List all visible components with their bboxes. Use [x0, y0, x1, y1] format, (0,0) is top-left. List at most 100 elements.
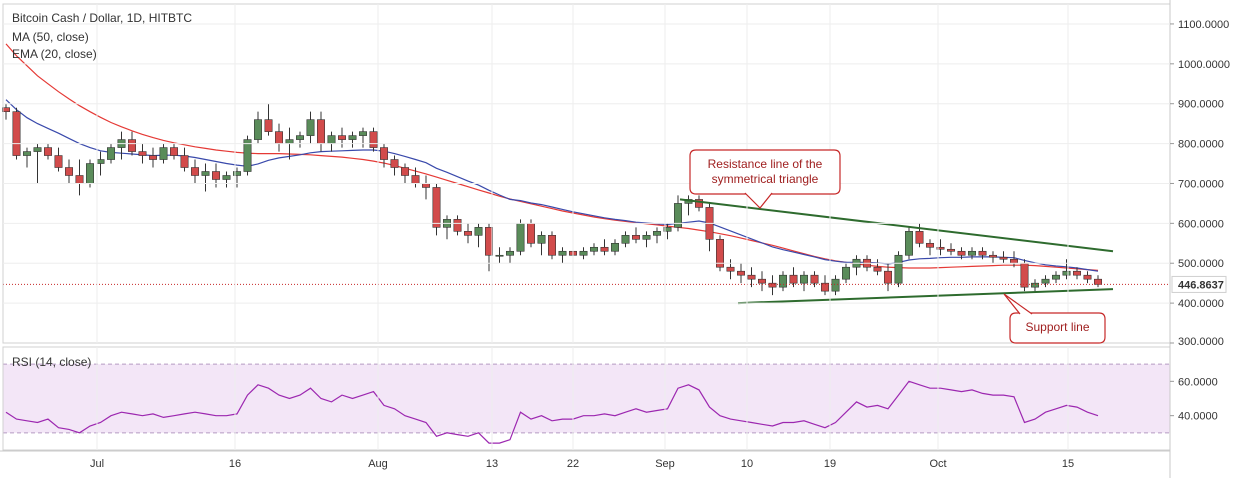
- candle-body[interactable]: [180, 155, 189, 168]
- candle-body[interactable]: [128, 139, 136, 152]
- candle-body[interactable]: [327, 135, 336, 144]
- candle-body[interactable]: [1010, 258, 1018, 264]
- candle-body[interactable]: [432, 187, 441, 228]
- candle-body[interactable]: [306, 119, 315, 136]
- candle-body[interactable]: [642, 235, 651, 240]
- candle-body[interactable]: [590, 246, 598, 252]
- candle-body[interactable]: [558, 250, 567, 256]
- candle-body[interactable]: [926, 242, 934, 248]
- candle-body[interactable]: [957, 250, 966, 256]
- candle-body[interactable]: [768, 282, 777, 288]
- candle-body[interactable]: [1073, 270, 1081, 276]
- candle-body[interactable]: [800, 274, 808, 284]
- candle-body[interactable]: [779, 274, 787, 288]
- candle-body[interactable]: [401, 167, 409, 176]
- candle-body[interactable]: [548, 235, 556, 256]
- candle-body[interactable]: [821, 282, 829, 292]
- candle-body[interactable]: [33, 147, 42, 152]
- candle-body[interactable]: [75, 175, 84, 184]
- candle-body[interactable]: [789, 274, 798, 284]
- candle-body[interactable]: [12, 111, 21, 156]
- candle-body[interactable]: [905, 231, 913, 256]
- candle-body[interactable]: [632, 235, 640, 240]
- candle-body[interactable]: [96, 159, 105, 164]
- candle-body[interactable]: [579, 250, 588, 256]
- candle-body[interactable]: [936, 246, 945, 250]
- candle-body[interactable]: [842, 266, 850, 280]
- candle-body[interactable]: [369, 131, 378, 148]
- candle-body[interactable]: [1094, 278, 1102, 285]
- candle-body[interactable]: [527, 223, 535, 244]
- candle-body[interactable]: [1031, 282, 1039, 288]
- candle-body[interactable]: [485, 227, 493, 256]
- candle-body[interactable]: [947, 248, 955, 252]
- candle-body[interactable]: [758, 278, 766, 284]
- candle-body[interactable]: [285, 139, 294, 144]
- candle-body[interactable]: [894, 254, 903, 284]
- candle-body[interactable]: [999, 256, 1008, 260]
- candle-body[interactable]: [453, 219, 462, 232]
- candle-body[interactable]: [726, 266, 735, 272]
- candle-body[interactable]: [611, 242, 619, 252]
- candle-body[interactable]: [275, 131, 283, 144]
- candle-body[interactable]: [138, 151, 147, 156]
- candle-body[interactable]: [149, 155, 157, 160]
- candle-body[interactable]: [506, 250, 514, 256]
- candle-body[interactable]: [915, 231, 924, 244]
- candle-body[interactable]: [212, 171, 220, 180]
- candle-body[interactable]: [663, 227, 672, 232]
- candle-body[interactable]: [243, 139, 252, 172]
- candle-body[interactable]: [968, 250, 976, 256]
- candle-body[interactable]: [695, 199, 703, 208]
- candle-body[interactable]: [359, 131, 367, 136]
- candle-body[interactable]: [1041, 278, 1050, 284]
- candle-body[interactable]: [411, 175, 420, 184]
- candle-body[interactable]: [44, 147, 52, 156]
- candle-body[interactable]: [1020, 262, 1029, 288]
- candle-body[interactable]: [107, 147, 115, 160]
- candle-body[interactable]: [338, 135, 346, 140]
- candle-body[interactable]: [1083, 274, 1092, 280]
- candle-body[interactable]: [2, 107, 10, 112]
- candle-body[interactable]: [86, 163, 94, 184]
- candle-body[interactable]: [810, 274, 819, 284]
- candle-body[interactable]: [474, 227, 483, 236]
- candle-body[interactable]: [831, 278, 840, 292]
- candle-body[interactable]: [1062, 270, 1071, 276]
- candle-body[interactable]: [264, 119, 273, 132]
- candle-body[interactable]: [600, 246, 609, 252]
- candle-body[interactable]: [233, 171, 241, 176]
- candle-body[interactable]: [884, 270, 892, 284]
- candle-body[interactable]: [317, 119, 325, 144]
- candle-body[interactable]: [296, 135, 304, 140]
- candle-body[interactable]: [653, 231, 661, 236]
- candle-body[interactable]: [978, 250, 987, 256]
- candle-body[interactable]: [65, 167, 73, 176]
- candle-body[interactable]: [201, 171, 210, 176]
- candle-body[interactable]: [989, 254, 997, 258]
- candle-body[interactable]: [464, 231, 472, 236]
- candle-body[interactable]: [716, 239, 724, 268]
- candle-body[interactable]: [254, 119, 262, 140]
- candle-body[interactable]: [674, 203, 682, 228]
- candle-body[interactable]: [222, 175, 231, 180]
- candle-body[interactable]: [1052, 274, 1060, 280]
- candle-body[interactable]: [737, 270, 745, 276]
- price-tick-label: 300.0000: [1178, 336, 1224, 348]
- candle-body[interactable]: [621, 235, 630, 244]
- candle-body[interactable]: [422, 183, 430, 188]
- candle-body[interactable]: [23, 151, 31, 156]
- candle-body[interactable]: [537, 235, 546, 244]
- candle-body[interactable]: [390, 159, 399, 168]
- candle-body[interactable]: [348, 135, 357, 140]
- candle-body[interactable]: [170, 147, 178, 156]
- candle-body[interactable]: [516, 223, 525, 252]
- candle-body[interactable]: [380, 147, 388, 160]
- rsi-pane[interactable]: [3, 363, 1170, 444]
- candle-body[interactable]: [495, 254, 504, 257]
- candle-body[interactable]: [747, 274, 756, 280]
- candle-body[interactable]: [159, 147, 168, 160]
- candle-body[interactable]: [191, 167, 199, 176]
- candle-body[interactable]: [54, 155, 63, 168]
- candle-body[interactable]: [873, 266, 882, 272]
